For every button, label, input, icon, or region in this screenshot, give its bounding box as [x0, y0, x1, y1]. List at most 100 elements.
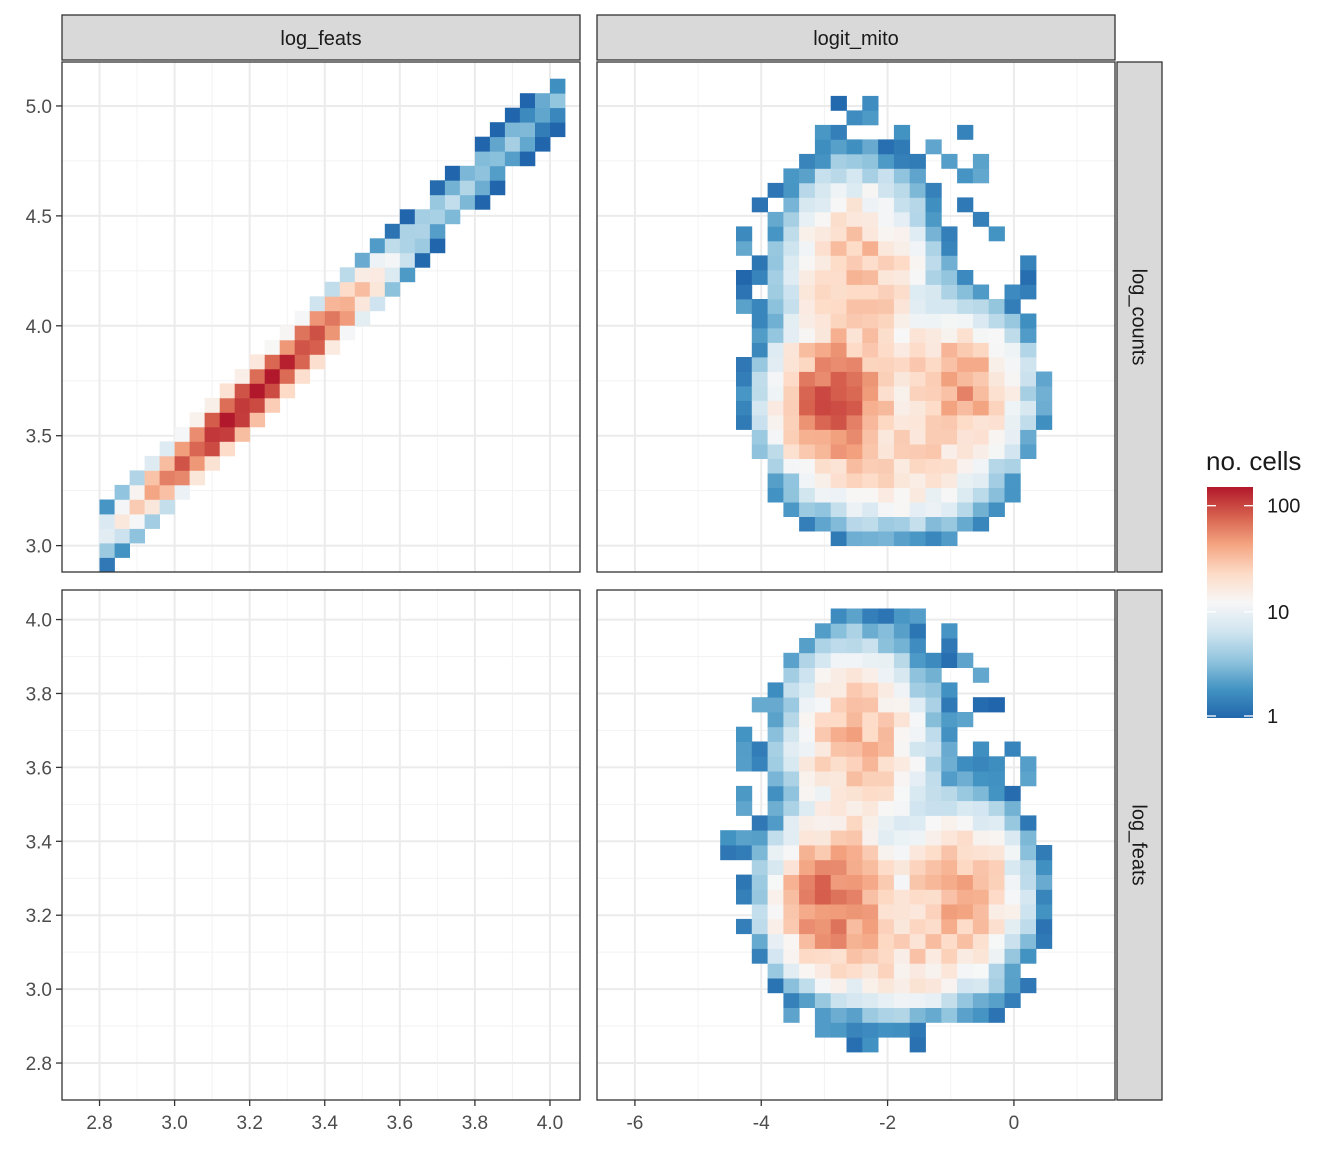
heatmap-tile	[736, 415, 753, 430]
heatmap-tile	[941, 458, 958, 474]
heatmap-tile	[830, 429, 847, 445]
x-tick-label: -6	[626, 1113, 643, 1134]
heatmap-tile	[830, 328, 847, 343]
heatmap-tile	[925, 667, 942, 683]
heatmap-tile	[957, 429, 974, 445]
heatmap-tile	[925, 874, 942, 890]
heatmap-tile	[1004, 299, 1021, 314]
heatmap-tile	[972, 978, 990, 994]
heatmap-tile	[862, 918, 879, 935]
heatmap-tile	[767, 785, 784, 802]
heatmap-tile	[878, 415, 895, 430]
heatmap-tile	[814, 473, 832, 488]
heatmap-tile	[783, 458, 800, 474]
heatmap-tile	[814, 139, 832, 155]
heatmap-tile	[893, 516, 911, 532]
heatmap-tile	[941, 400, 958, 416]
heatmap-tile	[767, 963, 784, 979]
heatmap-tile	[957, 473, 974, 488]
heatmap-tile	[783, 328, 800, 343]
x-tick-label: 2.8	[86, 1113, 112, 1134]
heatmap-tile	[988, 845, 1005, 861]
heatmap-tile	[783, 771, 800, 787]
heatmap-tile	[862, 948, 879, 964]
heatmap-tile	[941, 800, 958, 816]
heatmap-tile	[988, 328, 1005, 343]
heatmap-tile	[909, 531, 926, 546]
heatmap-tile	[1020, 889, 1037, 905]
heatmap-tile	[830, 756, 847, 772]
heatmap-tile	[878, 342, 895, 358]
heatmap-tile	[830, 168, 847, 184]
heatmap-tile	[354, 296, 371, 312]
heatmap-tile	[830, 918, 847, 935]
heatmap-tile	[846, 502, 863, 517]
heatmap-tile	[878, 458, 895, 474]
heatmap-tile	[783, 357, 800, 372]
heatmap-tile	[925, 933, 942, 949]
y-tick-label: 4.0	[26, 317, 52, 338]
heatmap-tile	[1004, 429, 1021, 445]
heatmap-tile	[893, 859, 911, 875]
heatmap-tile	[1020, 444, 1037, 459]
heatmap-tile	[550, 107, 566, 123]
heatmap-tile	[893, 211, 911, 227]
heatmap-tile	[767, 371, 784, 387]
heatmap-tile	[846, 226, 863, 242]
heatmap-tile	[814, 168, 832, 184]
heatmap-tile	[862, 95, 879, 111]
heatmap-tile	[814, 859, 832, 875]
heatmap-tile	[830, 284, 847, 300]
heatmap-tile	[767, 182, 784, 198]
heatmap-tile	[504, 151, 521, 167]
heatmap-tile	[1004, 284, 1021, 300]
heatmap-tile	[1020, 357, 1037, 372]
heatmap-tile	[814, 458, 832, 474]
heatmap-tile	[751, 933, 768, 949]
heatmap-tile	[1004, 992, 1021, 1008]
heatmap-tile	[830, 502, 847, 517]
heatmap-tile	[444, 165, 461, 181]
legend-colorbar	[1207, 487, 1253, 718]
heatmap-tile	[830, 904, 847, 920]
heatmap-tile	[893, 948, 911, 964]
heatmap-tile	[114, 543, 130, 558]
heatmap-tile	[878, 516, 895, 532]
heatmap-tile	[909, 502, 926, 517]
x-tick-label: 4.0	[537, 1113, 563, 1134]
heatmap-tile	[941, 963, 958, 979]
heatmap-tile	[783, 712, 800, 728]
heatmap-tile	[767, 473, 784, 488]
heatmap-tile	[783, 473, 800, 488]
heatmap-tile	[799, 197, 816, 213]
heatmap-tile	[1036, 371, 1053, 387]
heatmap-tile	[799, 859, 816, 875]
heatmap-tile	[814, 771, 832, 787]
heatmap-tile	[941, 712, 958, 728]
heatmap-tile	[783, 830, 800, 846]
heatmap-tile	[814, 1007, 832, 1023]
heatmap-tile	[972, 815, 990, 831]
heatmap-tile	[369, 296, 386, 312]
heatmap-tile	[957, 415, 974, 430]
heatmap-tile	[1036, 889, 1053, 905]
heatmap-tile	[751, 299, 768, 314]
heatmap-tile	[783, 874, 800, 890]
heatmap-tile	[893, 458, 911, 474]
heatmap-tile	[846, 473, 863, 488]
heatmap-tile	[925, 255, 942, 271]
heatmap-tile	[799, 682, 816, 698]
heatmap-tile	[814, 400, 832, 416]
heatmap-tile	[751, 830, 768, 846]
heatmap-tile	[751, 400, 768, 416]
heatmap-tile	[354, 267, 371, 283]
heatmap-tile	[767, 313, 784, 329]
heatmap-tile	[878, 712, 895, 728]
heatmap-tile	[783, 182, 800, 198]
heatmap-tile	[909, 168, 926, 184]
heatmap-tile	[783, 444, 800, 459]
heatmap-tile	[941, 328, 958, 343]
heatmap-tile	[925, 1007, 942, 1023]
heatmap-tile	[1036, 386, 1053, 401]
x-tick-label: 3.4	[312, 1113, 339, 1134]
